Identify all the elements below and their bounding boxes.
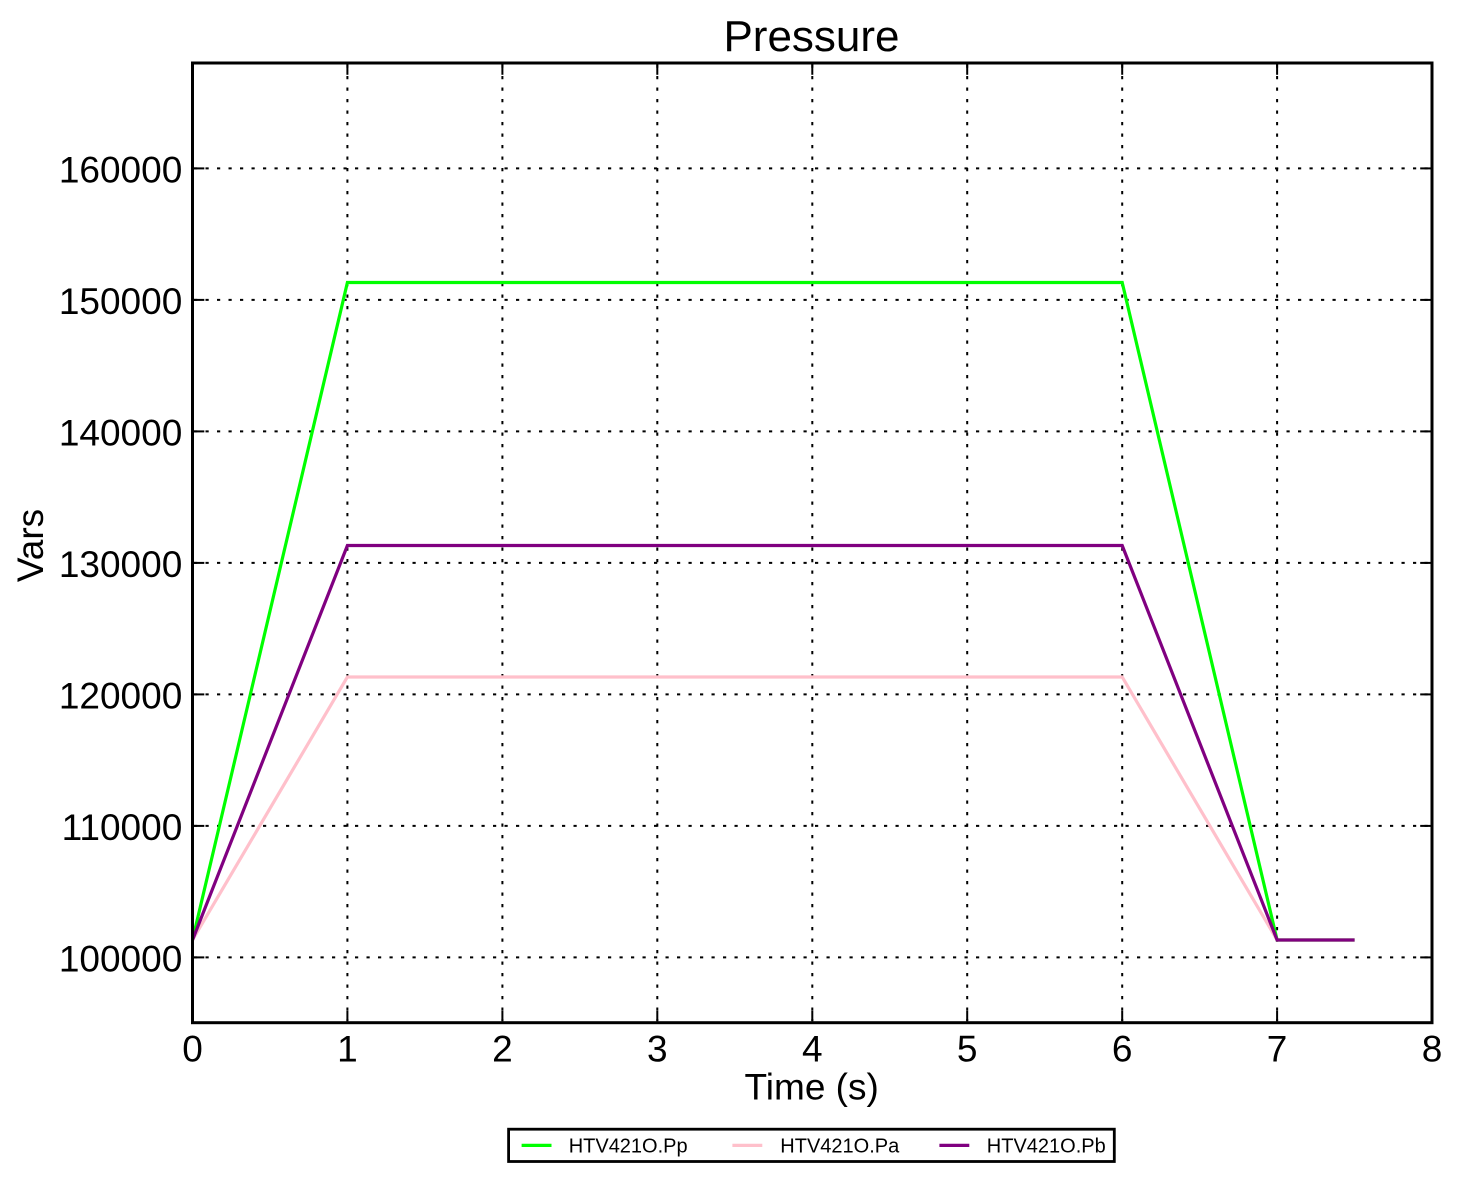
svg-text:Time (s): Time (s) [745, 1067, 879, 1108]
svg-text:HTV421O.Pp: HTV421O.Pp [569, 1135, 688, 1157]
svg-text:130000: 130000 [59, 544, 182, 585]
svg-text:3: 3 [647, 1028, 668, 1069]
svg-text:HTV421O.Pa: HTV421O.Pa [780, 1135, 900, 1157]
svg-text:2: 2 [492, 1028, 513, 1069]
svg-text:1: 1 [337, 1028, 358, 1069]
svg-text:150000: 150000 [59, 281, 182, 322]
svg-text:120000: 120000 [59, 675, 182, 716]
svg-text:7: 7 [1267, 1028, 1288, 1069]
svg-text:6: 6 [1112, 1028, 1133, 1069]
svg-text:0: 0 [182, 1028, 203, 1069]
svg-text:5: 5 [957, 1028, 978, 1069]
svg-text:100000: 100000 [59, 938, 182, 979]
svg-text:Vars: Vars [10, 509, 51, 582]
svg-text:HTV421O.Pb: HTV421O.Pb [987, 1135, 1106, 1157]
svg-text:Pressure: Pressure [723, 12, 899, 61]
svg-text:140000: 140000 [59, 412, 182, 453]
svg-text:160000: 160000 [59, 149, 182, 190]
svg-text:4: 4 [802, 1028, 823, 1069]
svg-text:110000: 110000 [62, 807, 183, 848]
svg-text:8: 8 [1422, 1028, 1443, 1069]
